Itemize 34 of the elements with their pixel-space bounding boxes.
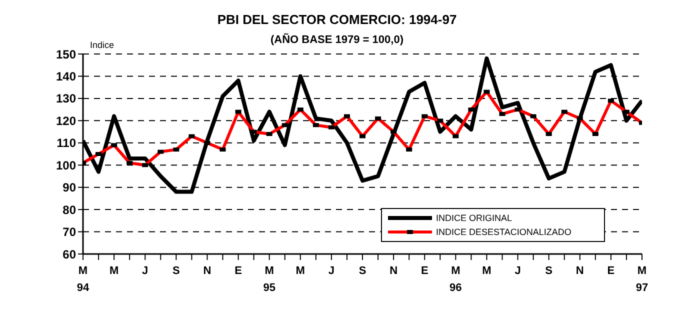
x-tick-label: M 94 (76, 265, 90, 294)
x-tick-label: E (420, 265, 428, 277)
x-tick-label: E (607, 265, 615, 277)
y-tick-label: 80 (62, 202, 76, 217)
y-tick-label: 100 (56, 158, 76, 172)
x-tick-label: N (203, 265, 212, 277)
chart-subtitle: (AÑO BASE 1979 = 100,0) (270, 34, 404, 46)
y-tick-label: 130 (56, 92, 76, 106)
x-tick-label: M 96 (450, 265, 462, 294)
y-tick-label: 70 (62, 225, 76, 240)
x-tick-label: J (142, 265, 148, 277)
y-tick-label: 60 (62, 247, 76, 262)
x-tick-label: M (482, 265, 492, 277)
y-tick-label: 150 (56, 47, 76, 62)
x-tick-label: J (328, 265, 335, 277)
x-tick-label: J (514, 265, 521, 277)
chart-title: PBI DEL SECTOR COMERCIO: 1994-97 (216, 12, 458, 27)
x-tick-label: N (390, 265, 398, 277)
y-tick-label: 110 (56, 136, 76, 150)
x-tick-label: S (545, 265, 553, 277)
y-tick-label: 140 (56, 69, 76, 84)
y-axis-title: Indice (90, 40, 114, 50)
x-tick-label: S (172, 265, 180, 277)
x-tick-label: M (296, 265, 305, 277)
legend-label: INDICE DESESTACIONALIZADO (436, 227, 572, 237)
x-tick-label: M 97 (636, 265, 648, 294)
y-tick-label: 120 (56, 114, 76, 128)
x-tick-label: S (358, 265, 366, 277)
y-tick-label: 90 (62, 180, 76, 195)
x-tick-label: N (576, 265, 584, 277)
legend-label: INDICE ORIGINAL (436, 213, 512, 223)
x-tick-label: M (109, 265, 119, 277)
x-tick-label: M 95 (263, 265, 276, 294)
x-tick-label: E (234, 265, 242, 277)
